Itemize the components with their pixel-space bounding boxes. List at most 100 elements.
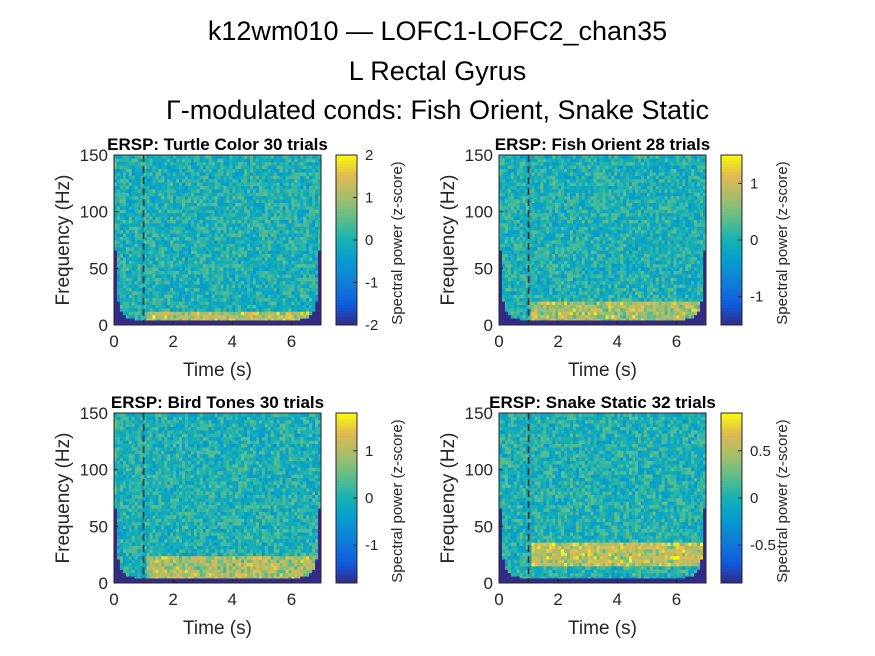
heatmap-cell xyxy=(279,182,283,186)
heatmap-cell xyxy=(569,209,574,214)
heatmap-cell xyxy=(190,263,195,268)
heatmap-cell xyxy=(131,195,136,200)
heatmap-cell xyxy=(543,209,547,214)
heatmap-cell xyxy=(312,263,316,268)
heatmap-cell xyxy=(537,155,541,159)
heatmap-cell xyxy=(134,280,139,285)
heatmap-cell xyxy=(519,243,524,248)
heatmap-cell xyxy=(519,219,524,224)
heatmap-cell xyxy=(220,178,224,183)
heatmap-cell xyxy=(578,314,583,319)
heatmap-cell xyxy=(205,206,210,210)
heatmap-cell xyxy=(300,155,304,159)
heatmap-cell xyxy=(276,294,280,299)
heatmap-cell xyxy=(199,257,204,261)
heatmap-cell xyxy=(525,257,529,261)
heatmap-cell xyxy=(244,216,248,220)
heatmap-cell xyxy=(258,209,263,214)
heatmap-cell xyxy=(543,199,547,203)
heatmap-cell xyxy=(125,168,130,173)
heatmap-cell xyxy=(546,260,550,265)
heatmap-cell xyxy=(543,219,547,224)
heatmap-cell xyxy=(250,294,254,299)
heatmap-cell xyxy=(552,243,556,248)
heatmap-cell xyxy=(241,236,245,241)
heatmap-cell xyxy=(309,263,313,268)
heatmap-cell xyxy=(569,189,574,193)
heatmap-cell xyxy=(173,158,177,163)
heatmap-cell xyxy=(176,246,180,251)
heatmap-cell xyxy=(176,155,180,159)
heatmap-cell xyxy=(158,253,162,258)
heatmap-cell xyxy=(531,246,535,251)
heatmap-cell xyxy=(578,223,583,227)
heatmap-cell xyxy=(247,182,251,186)
heatmap-cell xyxy=(282,226,286,231)
heatmap-cell xyxy=(525,284,529,288)
heatmap-cell xyxy=(161,253,165,258)
heatmap-cell xyxy=(297,318,301,322)
heatmap-cell xyxy=(114,195,118,200)
heatmap-cell xyxy=(297,206,301,210)
heatmap-cell xyxy=(549,195,553,200)
heatmap-cell xyxy=(137,250,142,254)
heatmap-cell xyxy=(161,304,165,309)
heatmap-cell xyxy=(250,277,254,282)
heatmap-cell xyxy=(170,182,174,186)
heatmap-cell xyxy=(558,267,562,271)
heatmap-cell xyxy=(312,175,316,180)
heatmap-cell xyxy=(282,263,286,268)
heatmap-cell xyxy=(143,206,147,210)
heatmap-cell xyxy=(552,277,556,282)
heatmap-cell xyxy=(270,206,275,210)
heatmap-cell xyxy=(131,263,136,268)
heatmap-cell xyxy=(161,267,165,271)
heatmap-cell xyxy=(575,185,580,190)
heatmap-cell xyxy=(528,226,532,231)
heatmap-cell xyxy=(217,189,221,193)
heatmap-cell xyxy=(131,301,136,305)
heatmap-cell xyxy=(114,168,118,173)
heatmap-cell xyxy=(501,229,506,234)
heatmap-cell xyxy=(176,277,180,282)
heatmap-cell xyxy=(158,287,162,292)
heatmap-cell xyxy=(552,182,556,186)
heatmap-cell xyxy=(229,219,233,224)
heatmap-cell xyxy=(143,202,147,207)
heatmap-cell xyxy=(255,216,260,220)
heatmap-cell xyxy=(510,318,515,322)
heatmap-cell xyxy=(309,294,313,299)
heatmap-cell xyxy=(516,233,521,237)
heatmap-cell xyxy=(540,195,544,200)
heatmap-cell xyxy=(134,284,139,288)
heatmap-cell xyxy=(119,202,124,207)
colorbar-swatch xyxy=(336,194,357,198)
heatmap-cell xyxy=(116,270,121,275)
heatmap-cell xyxy=(152,246,156,251)
heatmap-cell xyxy=(208,229,212,234)
heatmap-cell xyxy=(116,236,121,241)
heatmap-cell xyxy=(522,297,527,302)
heatmap-cell xyxy=(315,318,319,322)
heatmap-cell xyxy=(116,304,121,309)
heatmap-cell xyxy=(572,253,577,258)
heatmap-cell xyxy=(507,263,512,268)
heatmap-cell xyxy=(519,233,524,237)
heatmap-cell xyxy=(549,212,553,217)
heatmap-cell xyxy=(114,308,118,312)
heatmap-cell xyxy=(173,236,177,241)
heatmap-cell xyxy=(247,284,251,288)
heatmap-cell xyxy=(226,158,230,163)
heatmap-cell xyxy=(164,243,168,248)
heatmap-cell xyxy=(519,240,524,244)
heatmap-cell xyxy=(282,158,286,163)
heatmap-cell xyxy=(128,284,133,288)
heatmap-cell xyxy=(114,165,118,169)
heatmap-cell xyxy=(315,178,319,183)
heatmap-cell xyxy=(122,195,127,200)
heatmap-cell xyxy=(179,189,183,193)
heatmap-cell xyxy=(223,253,227,258)
heatmap-cell xyxy=(279,311,283,316)
heatmap-cell xyxy=(572,165,577,169)
